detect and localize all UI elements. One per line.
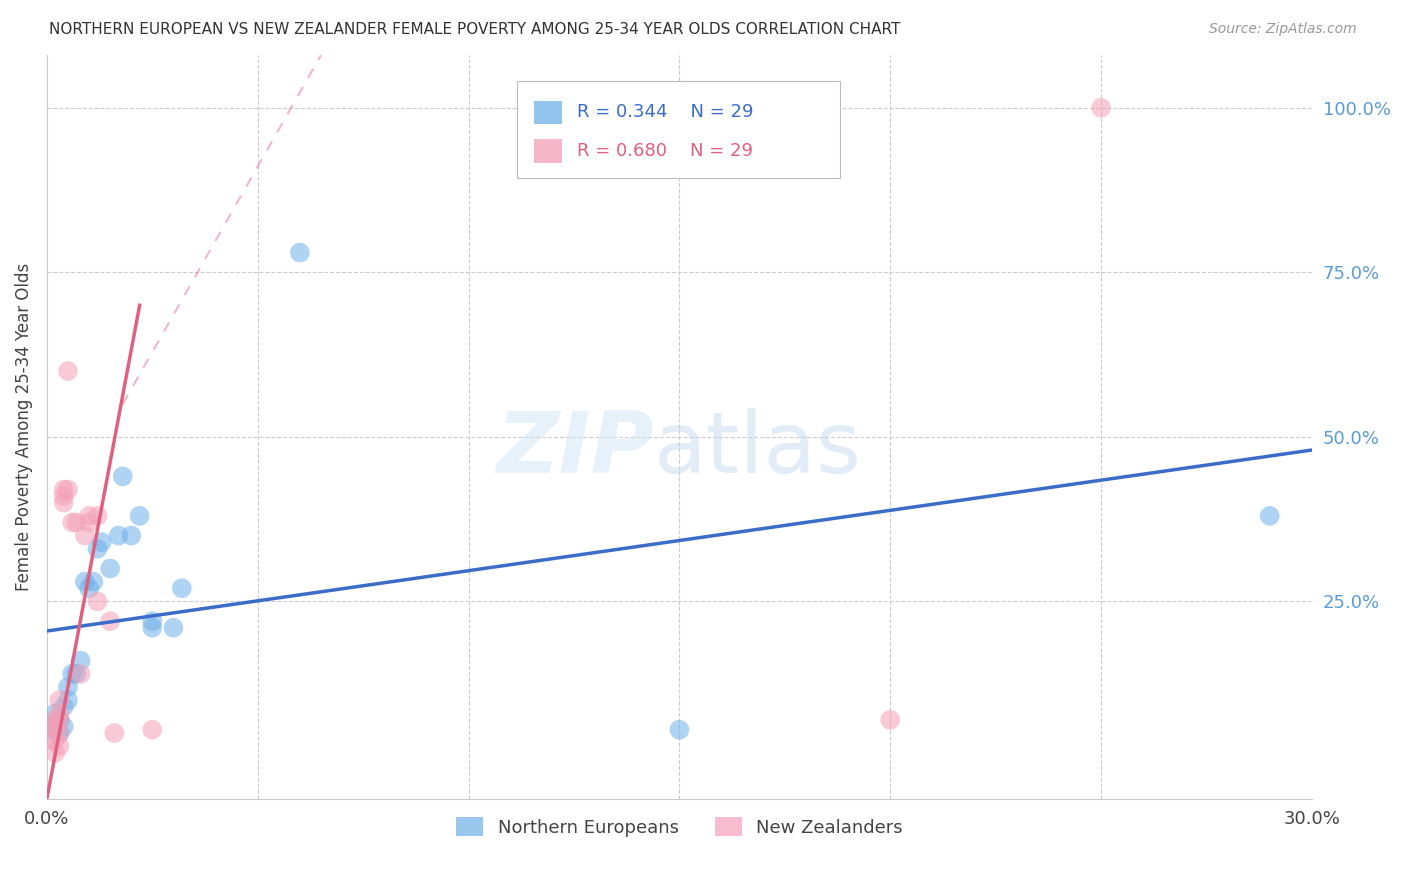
Point xyxy=(141,723,163,737)
Point xyxy=(56,680,79,694)
Point xyxy=(65,516,87,530)
Text: Source: ZipAtlas.com: Source: ZipAtlas.com xyxy=(1209,22,1357,37)
Point xyxy=(56,483,79,497)
Y-axis label: Female Poverty Among 25-34 Year Olds: Female Poverty Among 25-34 Year Olds xyxy=(15,263,32,591)
Point xyxy=(1258,508,1281,523)
Point xyxy=(77,508,100,523)
Point xyxy=(77,581,100,595)
Point xyxy=(668,723,690,737)
Point xyxy=(48,726,70,740)
Point xyxy=(65,666,87,681)
Point xyxy=(48,726,70,740)
FancyBboxPatch shape xyxy=(534,139,562,163)
Point xyxy=(128,508,150,523)
Text: NORTHERN EUROPEAN VS NEW ZEALANDER FEMALE POVERTY AMONG 25-34 YEAR OLDS CORRELAT: NORTHERN EUROPEAN VS NEW ZEALANDER FEMAL… xyxy=(49,22,901,37)
Point xyxy=(107,528,129,542)
Point xyxy=(48,739,70,754)
Point xyxy=(44,716,66,731)
Text: R = 0.680    N = 29: R = 0.680 N = 29 xyxy=(576,142,754,160)
Point xyxy=(44,732,66,747)
Point xyxy=(90,535,112,549)
Point xyxy=(60,666,83,681)
Point xyxy=(98,561,121,575)
Point xyxy=(39,719,62,733)
Point xyxy=(98,614,121,628)
Point xyxy=(879,713,901,727)
Point xyxy=(52,699,75,714)
Point xyxy=(73,574,96,589)
Point xyxy=(69,654,91,668)
Point xyxy=(44,706,66,721)
Legend: Northern Europeans, New Zealanders: Northern Europeans, New Zealanders xyxy=(447,808,912,846)
Point xyxy=(52,483,75,497)
Text: R = 0.344    N = 29: R = 0.344 N = 29 xyxy=(576,103,754,121)
Point xyxy=(44,719,66,733)
Point xyxy=(52,489,75,503)
Point xyxy=(141,614,163,628)
Point xyxy=(103,726,125,740)
Point xyxy=(77,516,100,530)
Point xyxy=(120,528,142,542)
Point xyxy=(141,621,163,635)
Point xyxy=(170,581,193,595)
Point xyxy=(86,508,108,523)
Point xyxy=(73,528,96,542)
Point xyxy=(48,713,70,727)
Point xyxy=(44,713,66,727)
FancyBboxPatch shape xyxy=(534,101,562,124)
Text: atlas: atlas xyxy=(654,408,862,491)
Point xyxy=(48,693,70,707)
Point xyxy=(111,469,134,483)
Point xyxy=(52,496,75,510)
Point xyxy=(44,746,66,760)
Point xyxy=(86,541,108,556)
Point xyxy=(82,574,104,589)
Point xyxy=(162,621,184,635)
Point xyxy=(39,732,62,747)
Point xyxy=(1090,101,1112,115)
Point xyxy=(288,245,311,260)
Point xyxy=(60,516,83,530)
Point xyxy=(86,594,108,608)
Text: ZIP: ZIP xyxy=(496,408,654,491)
Point xyxy=(69,666,91,681)
Point xyxy=(52,719,75,733)
Point xyxy=(39,723,62,737)
Point xyxy=(48,713,70,727)
FancyBboxPatch shape xyxy=(517,81,839,178)
Point xyxy=(56,364,79,378)
Point xyxy=(56,693,79,707)
Point xyxy=(48,706,70,721)
